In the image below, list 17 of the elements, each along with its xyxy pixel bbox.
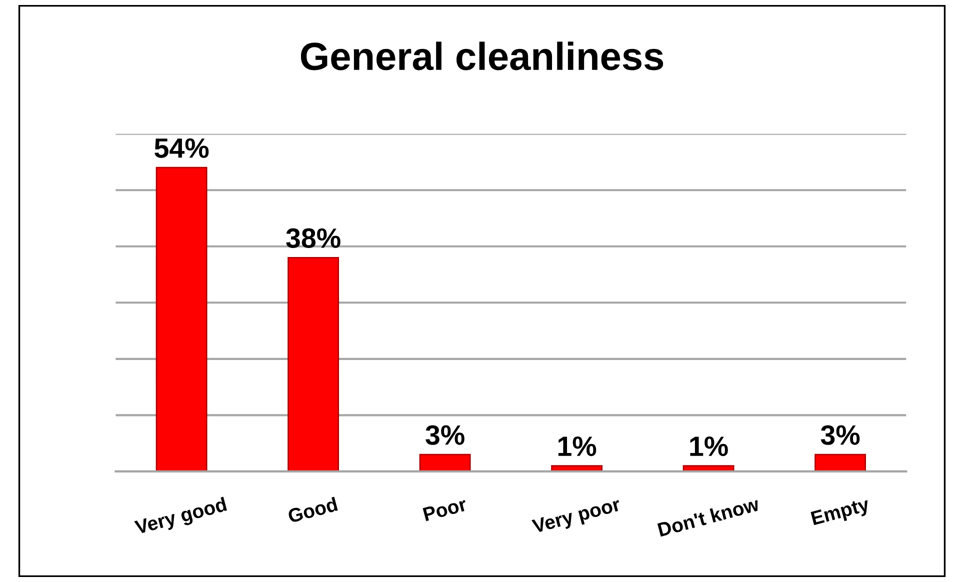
data-label: 1% — [558, 436, 596, 456]
data-label: 38% — [286, 228, 340, 248]
data-label: 1% — [690, 436, 728, 456]
chart-title: General cleanliness — [300, 42, 664, 70]
x-tick-label: Don't know — [657, 496, 760, 537]
x-tick-label: Very good — [134, 496, 228, 538]
bar — [419, 454, 471, 472]
data-label: 54% — [154, 138, 209, 158]
bar — [814, 454, 866, 472]
bar — [288, 256, 340, 472]
bar — [156, 166, 208, 472]
data-label: 3% — [426, 425, 464, 445]
x-tick-label: Very poor — [531, 497, 622, 538]
x-tick-label: Empty — [810, 497, 872, 529]
data-label: 3% — [820, 425, 860, 445]
x-tick-label: Poor — [422, 497, 468, 522]
x-tick-label: Good — [287, 496, 338, 524]
